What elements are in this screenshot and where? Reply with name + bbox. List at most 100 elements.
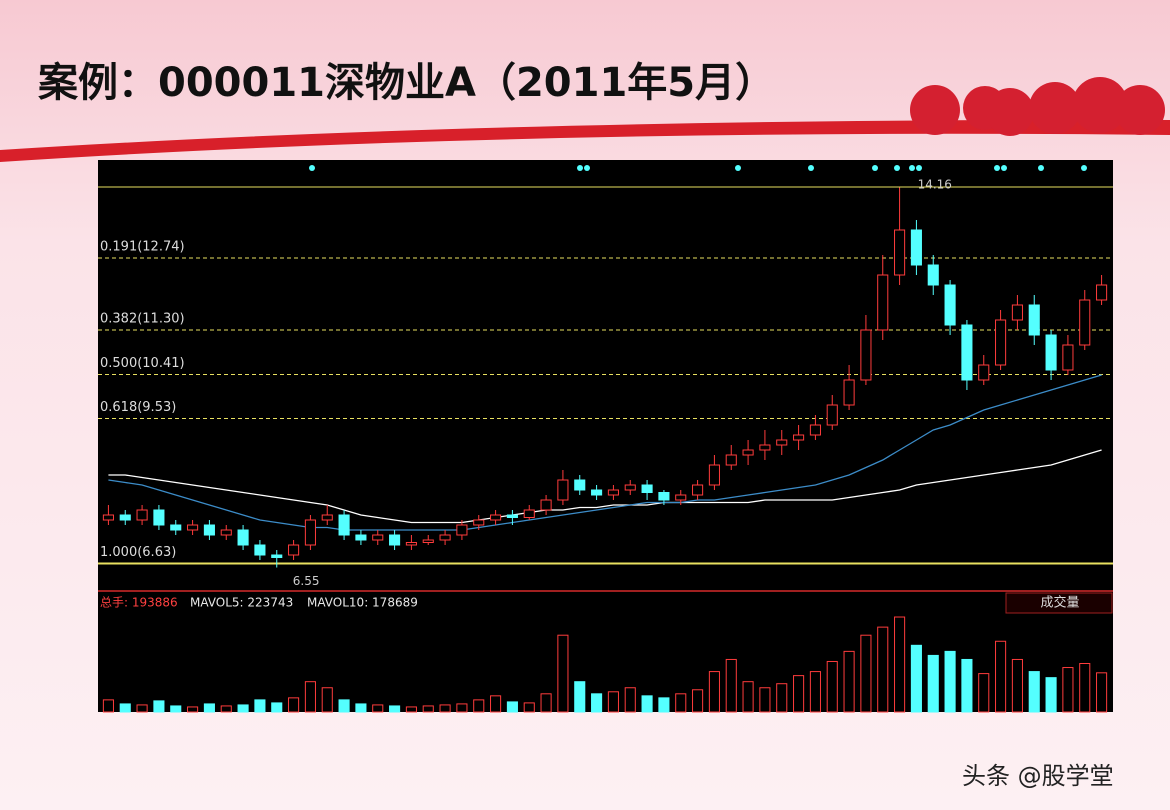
- volume-bar: [860, 634, 872, 713]
- volume-bar: [1045, 677, 1057, 713]
- volume-bar: [809, 671, 821, 713]
- candle-body: [372, 534, 384, 541]
- candle-body: [860, 329, 872, 381]
- volume-bar: [102, 699, 114, 713]
- candle-body: [288, 544, 300, 556]
- candle-body: [456, 524, 468, 536]
- volume-bar: [203, 703, 215, 713]
- candle-body: [490, 514, 502, 521]
- volume-bar: [540, 693, 552, 713]
- volume-bar: [978, 673, 990, 713]
- candle-body: [1062, 344, 1074, 371]
- signal-markers: [309, 165, 1087, 171]
- candle-body: [826, 404, 838, 426]
- candle-body: [995, 319, 1007, 366]
- candle-body: [692, 484, 704, 496]
- volume-bar: [641, 695, 653, 713]
- volume-bar: [136, 704, 148, 713]
- watermark: 头条 @股学堂: [962, 762, 1114, 790]
- candle-body: [355, 534, 367, 541]
- candle-body: [607, 489, 619, 496]
- candle-body: [927, 264, 939, 286]
- candle-body: [220, 529, 232, 536]
- candle-body: [540, 499, 552, 511]
- candle-body: [203, 524, 215, 536]
- indicator-box[interactable]: [1005, 592, 1113, 614]
- candle-body: [321, 514, 333, 521]
- fib-level-label: 1.000(6.63): [100, 545, 176, 560]
- volume-bar: [389, 705, 401, 713]
- volume-bar: [658, 697, 670, 713]
- indicator-name: 成交量: [1040, 595, 1079, 611]
- candle-body: [759, 444, 771, 451]
- fib-level-label: 0.382(11.30): [100, 312, 185, 327]
- volume-bar: [776, 683, 788, 713]
- fib-level-label: 0.191(12.74): [100, 240, 185, 255]
- volume-bar: [1096, 672, 1108, 713]
- candle-body: [776, 439, 788, 446]
- fib-level-label: 0.500(10.41): [100, 356, 185, 371]
- candle-body: [658, 492, 670, 501]
- candle-body: [405, 542, 417, 546]
- candle-body: [944, 284, 956, 326]
- volume-bar: [170, 705, 182, 713]
- volume-bar: [490, 695, 502, 713]
- candle-body: [1045, 334, 1057, 371]
- candle-body: [473, 519, 485, 526]
- candle-body: [523, 509, 535, 518]
- volume-bar: [692, 689, 704, 713]
- candle-body: [153, 509, 165, 526]
- volume-bar: [1011, 658, 1023, 713]
- candle-body: [506, 514, 518, 518]
- moving-average: [108, 374, 1102, 531]
- volume-bar: [355, 703, 367, 713]
- candle-body: [624, 484, 636, 491]
- candle-body: [574, 479, 586, 491]
- volume-bar: [254, 699, 266, 713]
- candle-body: [961, 324, 973, 381]
- volume-bar: [220, 705, 232, 713]
- candle-body: [910, 229, 922, 266]
- volume-bar: [826, 660, 838, 713]
- candle-body: [389, 534, 401, 546]
- volume-bar: [372, 704, 384, 713]
- volume-header: MAVOL5: 223743: [190, 596, 293, 610]
- volume-bar: [877, 626, 889, 713]
- volume-bar: [675, 693, 687, 713]
- volume-bar: [153, 700, 165, 713]
- ribbon: [0, 119, 1170, 162]
- candle-body: [708, 464, 720, 486]
- volume-bar: [910, 644, 922, 713]
- volume-bar: [304, 681, 316, 713]
- volume-bar: [439, 704, 451, 713]
- candle-body: [591, 489, 603, 496]
- chart-panel: [98, 160, 1113, 712]
- candle-body: [793, 434, 805, 441]
- moving-average: [108, 449, 1102, 524]
- candle-body: [136, 509, 148, 521]
- volume-bar: [456, 703, 468, 713]
- candle-body: [641, 484, 653, 493]
- volume-bar: [624, 687, 636, 713]
- low-annotation: 6.55: [293, 574, 320, 588]
- volume-bar: [271, 702, 283, 713]
- volume-bar: [288, 697, 300, 713]
- volume-bar: [708, 671, 720, 713]
- candle-body: [119, 514, 131, 521]
- candle-body: [978, 364, 990, 381]
- volume-bar: [843, 650, 855, 713]
- volume-bar: [237, 704, 249, 713]
- volume-bar: [119, 703, 131, 713]
- volume-bar: [961, 658, 973, 713]
- candle-body: [1028, 304, 1040, 336]
- volume-bar: [793, 675, 805, 713]
- candle-body: [675, 494, 687, 501]
- volume-bar: [473, 699, 485, 713]
- candle-body: [304, 519, 316, 546]
- volume-bar: [759, 687, 771, 713]
- volume-bar: [321, 687, 333, 713]
- volume-header: 总手: 193886: [100, 596, 178, 610]
- volume-bar: [506, 701, 518, 713]
